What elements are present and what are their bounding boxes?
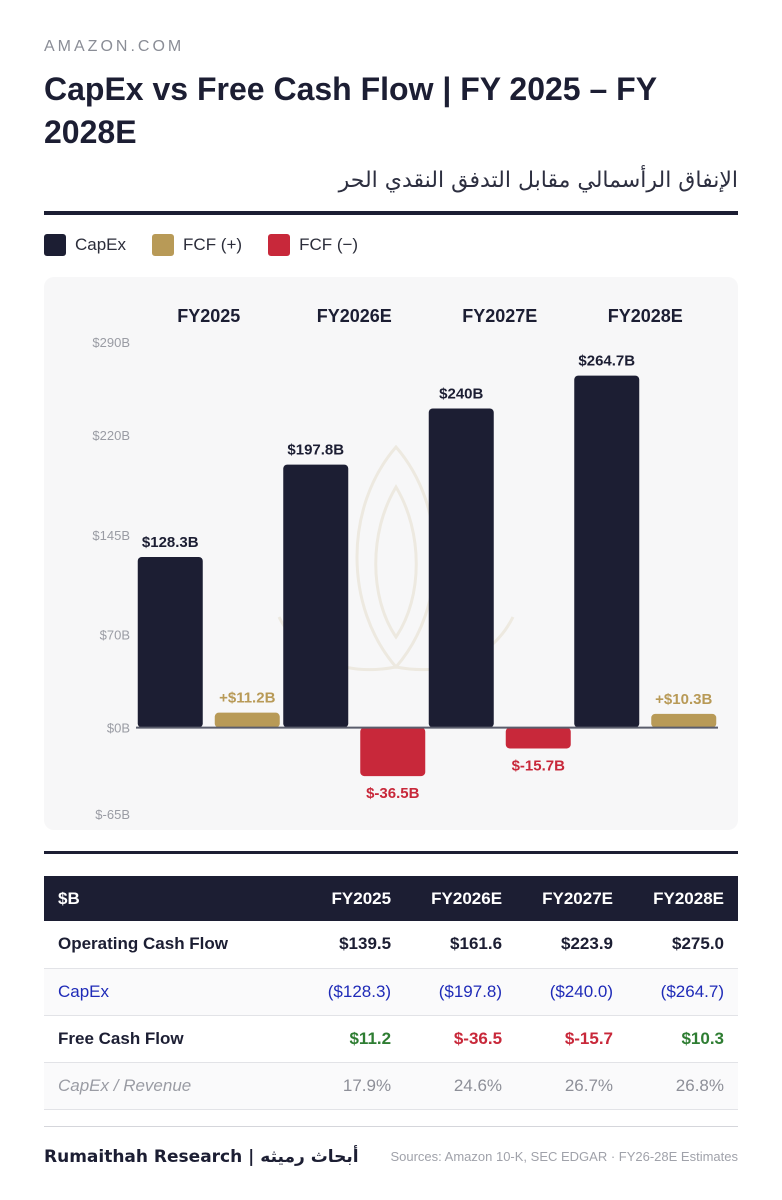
table-header-unit: $B (44, 876, 304, 921)
table-cell: 26.8% (627, 1062, 738, 1110)
y-tick-label: $290B (92, 335, 130, 350)
table-cell: ($240.0) (516, 968, 628, 1016)
legend-swatch-capex (44, 234, 66, 256)
category-label: FY2027E (462, 306, 537, 326)
table-header-fy2028e: FY2028E (627, 876, 738, 921)
legend-label-fcf-positive: FCF (+) (183, 235, 243, 254)
table-cell: 17.9% (304, 1062, 406, 1110)
table-cell: ($128.3) (304, 968, 406, 1016)
table-cell: $223.9 (516, 921, 628, 969)
top-divider (44, 211, 738, 215)
bottom-divider (44, 1126, 738, 1127)
row-label: Free Cash Flow (44, 1015, 304, 1063)
row-label: CapEx (44, 968, 304, 1016)
table-row-capex-revenue: CapEx / Revenue 17.9% 24.6% 26.7% 26.8% (44, 1062, 738, 1110)
capex-bar (137, 556, 203, 728)
row-label: CapEx / Revenue (44, 1062, 304, 1110)
table-cell: ($264.7) (627, 968, 738, 1016)
capex-fcf-bar-chart: $290B $220B $145B $70B $0B $-65B FY2025 FY2026… (92, 306, 718, 822)
table-row-free-cash-flow: Free Cash Flow $11.2 $-36.5 $-15.7 $10.3 (44, 1015, 738, 1063)
table-row-capex: CapEx ($128.3) ($197.8) ($240.0) ($264.7… (44, 968, 738, 1016)
category-label: FY2028E (608, 306, 683, 326)
chart-legend: CapEx FCF (+) FCF (−) (44, 234, 384, 256)
capex-data-label: $240B (439, 385, 483, 402)
category-label: FY2026E (317, 306, 392, 326)
middle-divider (44, 851, 738, 854)
fcf-data-label: $-15.7B (512, 757, 566, 774)
table-cell: 26.7% (516, 1062, 628, 1110)
legend-item-fcf-negative: FCF (−) (268, 234, 358, 256)
capex-bar (428, 408, 494, 728)
fcf-negative-bar (360, 727, 426, 777)
table-cell: $-15.7 (516, 1015, 628, 1063)
y-tick-label: $0B (107, 721, 130, 736)
legend-label-fcf-negative: FCF (−) (299, 235, 359, 254)
fcf-positive-bar (651, 713, 717, 728)
legend-label-capex: CapEx (75, 235, 127, 254)
capex-data-label: $197.8B (287, 442, 344, 459)
table-header-row: $B FY2025 FY2026E FY2027E FY2028E (44, 876, 738, 921)
y-tick-label: $145B (92, 528, 130, 543)
table-cell: 24.6% (405, 1062, 517, 1110)
y-tick-label: $70B (100, 628, 130, 643)
capex-bar (283, 464, 349, 728)
legend-item-capex: CapEx (44, 234, 126, 256)
table-cell: $161.6 (405, 921, 517, 969)
row-label: Operating Cash Flow (44, 921, 304, 969)
table-header-fy2025: FY2025 (304, 876, 406, 921)
fcf-data-label: +$10.3B (655, 691, 712, 708)
fcf-data-label: +$11.2B (219, 690, 275, 707)
table-cell: $-36.5 (405, 1015, 517, 1063)
y-tick-label: $220B (92, 428, 130, 443)
legend-swatch-fcf-negative (268, 234, 291, 256)
legend-swatch-fcf-positive (152, 234, 175, 256)
table-cell: ($197.8) (405, 968, 517, 1016)
fcf-data-label: $-36.5B (366, 785, 420, 802)
page-title-arabic: الإنفاق الرأسمالي مقابل التدفق النقدي ال… (338, 168, 738, 193)
table-row-operating-cash-flow: Operating Cash Flow $139.5 $161.6 $223.9… (44, 921, 738, 969)
fcf-positive-bar (214, 712, 280, 728)
table-header-fy2026e: FY2026E (405, 876, 517, 921)
capex-data-label: $264.7B (578, 353, 635, 370)
table-cell: $139.5 (304, 921, 406, 969)
y-tick-label: $-65B (95, 807, 130, 822)
legend-item-fcf-positive: FCF (+) (152, 234, 242, 256)
table-cell: $275.0 (627, 921, 738, 969)
table-cell: $11.2 (304, 1015, 406, 1063)
brand-label: AMAZON.COM (44, 38, 185, 55)
table-header-fy2027e: FY2027E (516, 876, 628, 921)
footer-credit: Rumaithah Research | أبحاث رميثه (44, 1147, 359, 1167)
page-title: CapEx vs Free Cash Flow | FY 2025 – FY 2… (44, 71, 657, 150)
capex-bar (574, 375, 640, 728)
table-cell: $10.3 (627, 1015, 738, 1063)
capex-data-label: $128.3B (142, 534, 199, 551)
financial-table: $B FY2025 FY2026E FY2027E FY2028E Operat… (44, 876, 738, 1110)
fcf-negative-bar (505, 727, 571, 749)
category-label: FY2025 (177, 306, 240, 326)
footer-sources: Sources: Amazon 10-K, SEC EDGAR · FY26-2… (390, 1149, 738, 1164)
